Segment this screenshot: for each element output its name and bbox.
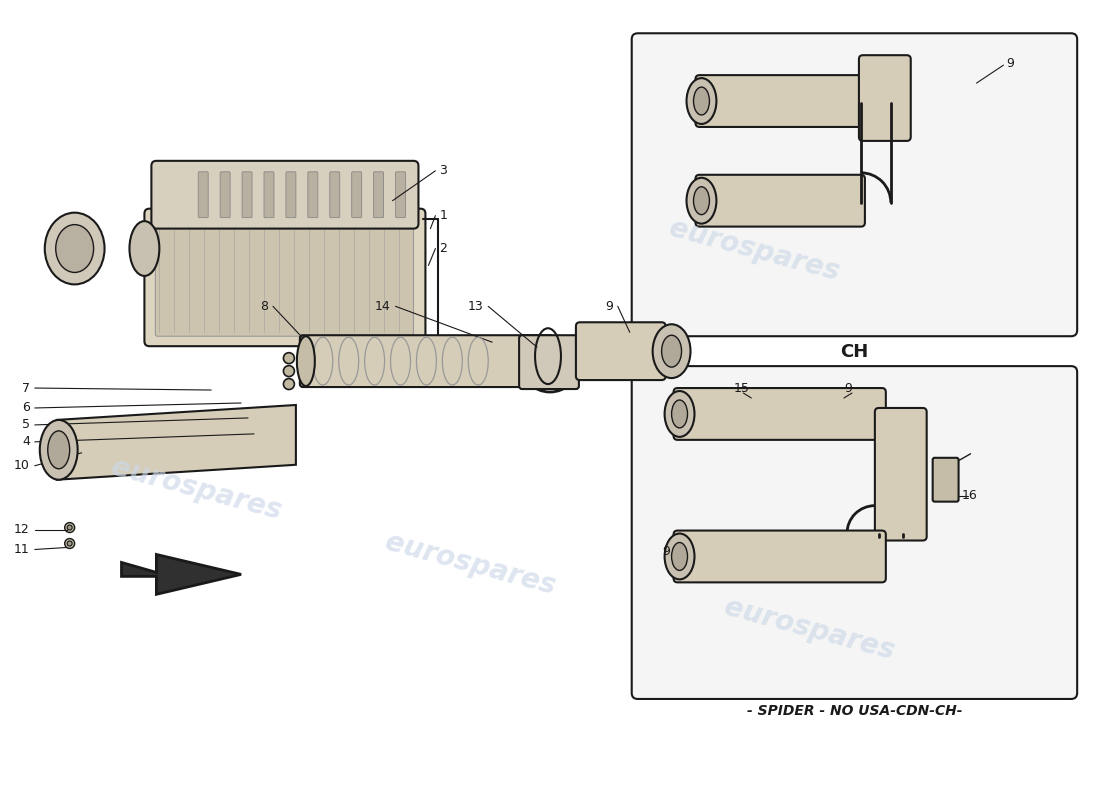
FancyBboxPatch shape: [152, 161, 418, 229]
FancyBboxPatch shape: [374, 172, 384, 218]
Text: 9: 9: [605, 300, 613, 313]
Text: eurospares: eurospares: [108, 454, 285, 526]
Text: 9: 9: [1006, 57, 1014, 70]
Text: - SPIDER - NO USA-CDN-CH-: - SPIDER - NO USA-CDN-CH-: [747, 704, 962, 718]
Ellipse shape: [693, 186, 710, 214]
Ellipse shape: [693, 87, 710, 115]
Ellipse shape: [47, 431, 69, 469]
FancyBboxPatch shape: [933, 458, 958, 502]
Text: 12: 12: [14, 523, 30, 536]
FancyBboxPatch shape: [631, 366, 1077, 699]
FancyBboxPatch shape: [155, 221, 414, 336]
Text: 14: 14: [375, 300, 390, 313]
FancyBboxPatch shape: [308, 172, 318, 218]
FancyBboxPatch shape: [264, 172, 274, 218]
Ellipse shape: [284, 366, 295, 377]
Text: eurospares: eurospares: [382, 528, 559, 601]
Ellipse shape: [65, 522, 75, 533]
Ellipse shape: [40, 420, 78, 480]
FancyBboxPatch shape: [695, 174, 865, 226]
Text: 3: 3: [439, 164, 448, 178]
Polygon shape: [57, 405, 296, 480]
Ellipse shape: [672, 400, 688, 428]
Text: 8: 8: [260, 300, 268, 313]
Text: 16: 16: [961, 489, 977, 502]
Text: 9: 9: [844, 382, 851, 394]
Text: 6: 6: [22, 402, 30, 414]
Ellipse shape: [65, 538, 75, 549]
FancyBboxPatch shape: [198, 172, 208, 218]
FancyBboxPatch shape: [286, 172, 296, 218]
Ellipse shape: [284, 353, 295, 364]
Ellipse shape: [664, 534, 694, 579]
Polygon shape: [121, 554, 241, 594]
Text: 11: 11: [14, 543, 30, 556]
Ellipse shape: [45, 213, 104, 285]
FancyBboxPatch shape: [673, 530, 886, 582]
FancyBboxPatch shape: [695, 75, 865, 127]
FancyBboxPatch shape: [859, 55, 911, 141]
FancyBboxPatch shape: [874, 408, 926, 541]
Text: 7: 7: [22, 382, 30, 394]
Ellipse shape: [67, 541, 73, 546]
Text: eurospares: eurospares: [720, 593, 898, 666]
Ellipse shape: [297, 336, 315, 386]
Text: 1: 1: [439, 209, 448, 222]
Text: eurospares: eurospares: [666, 214, 843, 286]
Ellipse shape: [661, 335, 682, 367]
FancyBboxPatch shape: [352, 172, 362, 218]
FancyBboxPatch shape: [519, 335, 579, 389]
Ellipse shape: [284, 378, 295, 390]
FancyBboxPatch shape: [220, 172, 230, 218]
FancyBboxPatch shape: [396, 172, 406, 218]
FancyBboxPatch shape: [330, 172, 340, 218]
Text: CH: CH: [840, 343, 869, 361]
Text: 15: 15: [734, 382, 749, 394]
Text: 2: 2: [439, 242, 448, 255]
Text: 4: 4: [22, 435, 30, 448]
Ellipse shape: [130, 221, 159, 276]
Text: 13: 13: [468, 300, 483, 313]
Ellipse shape: [652, 324, 691, 378]
FancyBboxPatch shape: [144, 209, 426, 346]
Ellipse shape: [672, 542, 688, 570]
FancyBboxPatch shape: [673, 388, 886, 440]
Text: 10: 10: [14, 459, 30, 472]
Ellipse shape: [56, 225, 94, 273]
FancyBboxPatch shape: [300, 335, 553, 387]
Ellipse shape: [686, 78, 716, 124]
Text: 5: 5: [22, 418, 30, 431]
FancyBboxPatch shape: [242, 172, 252, 218]
Ellipse shape: [67, 525, 73, 530]
Ellipse shape: [664, 391, 694, 437]
FancyBboxPatch shape: [576, 322, 665, 380]
Text: 9: 9: [662, 545, 671, 558]
FancyBboxPatch shape: [631, 34, 1077, 336]
Ellipse shape: [686, 178, 716, 224]
